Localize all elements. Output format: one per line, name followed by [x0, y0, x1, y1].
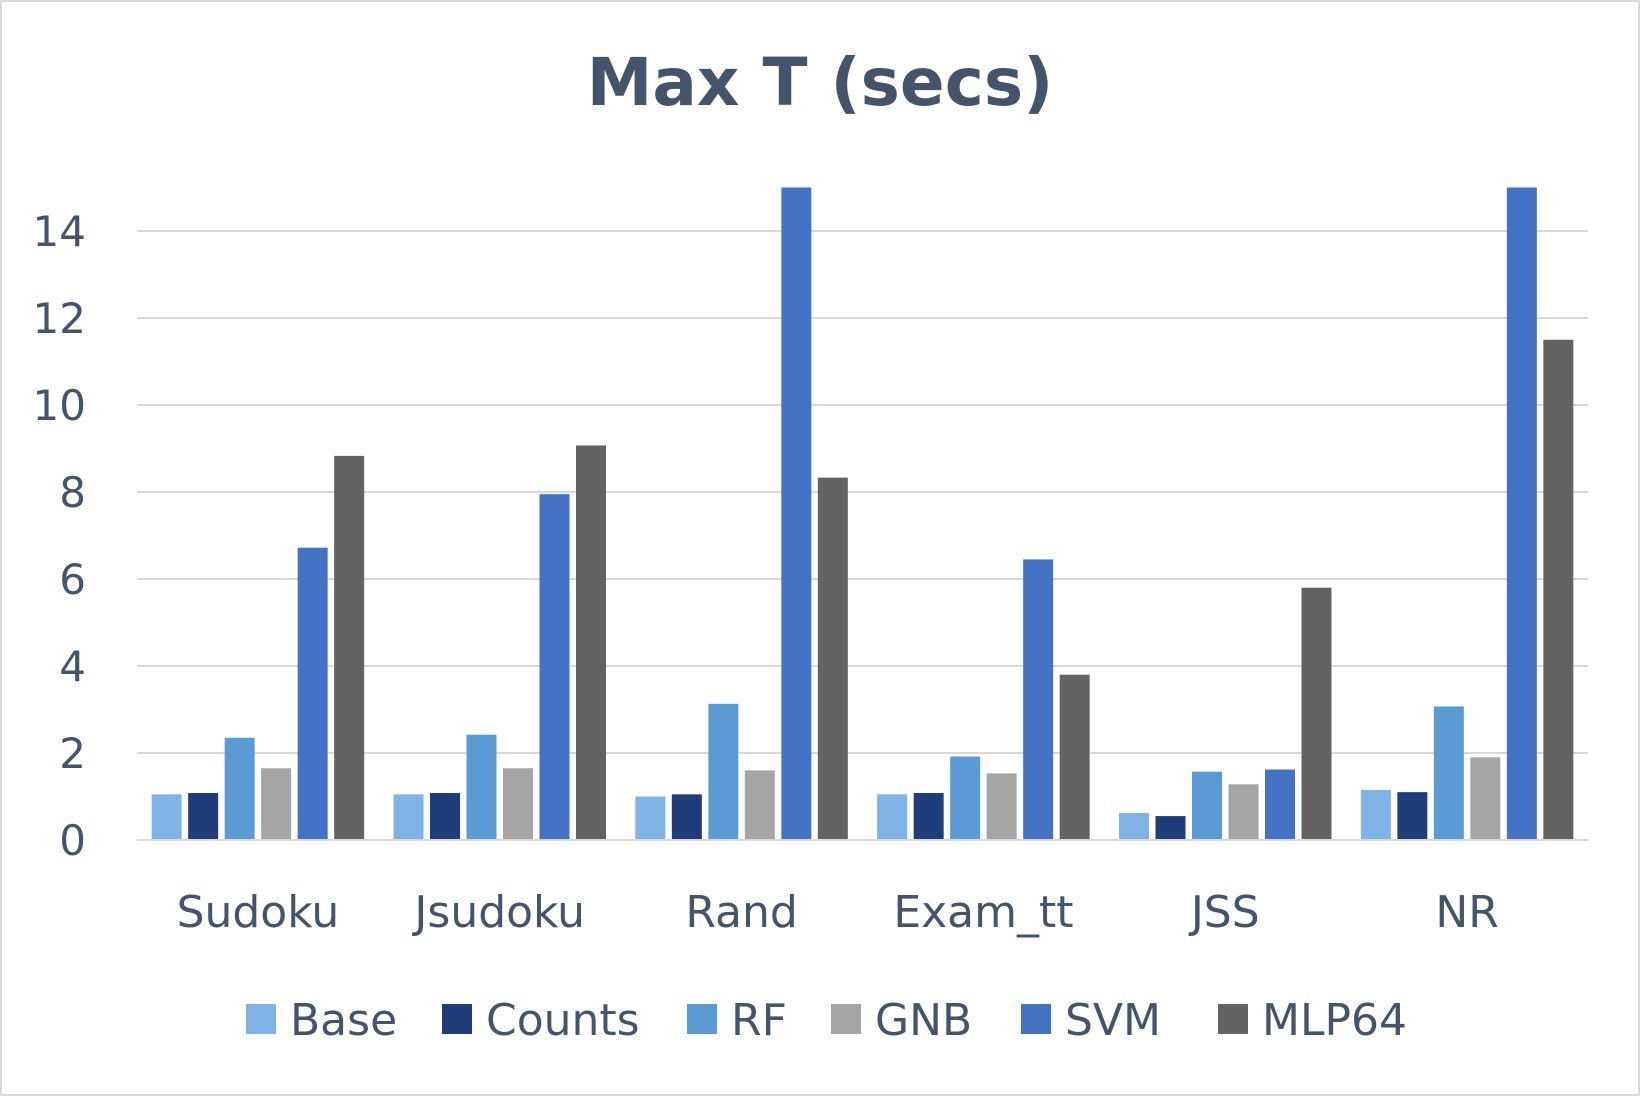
bar-base-jsudoku [393, 794, 424, 840]
bar-gnb-sudoku [261, 768, 292, 840]
y-tick-label: 10 [33, 381, 86, 430]
bar-svm-nr [1506, 187, 1537, 840]
bar-base-exam_tt [877, 794, 908, 840]
bar-counts-sudoku [188, 793, 219, 840]
bar-svm-jsudoku [539, 494, 570, 840]
x-category-label: JSS [1188, 887, 1260, 938]
legend-swatch-gnb [831, 1004, 861, 1034]
bar-rf-sudoku [224, 737, 255, 840]
bar-rf-jsudoku [466, 734, 497, 840]
bar-counts-rand [671, 794, 702, 840]
bar-mlp64-rand [817, 477, 848, 840]
bar-counts-nr [1397, 792, 1428, 840]
legend-label-svm: SVM [1065, 995, 1161, 1046]
bar-base-sudoku [151, 794, 182, 840]
bar-mlp64-sudoku [334, 455, 365, 840]
legend-label-rf: RF [731, 995, 787, 1046]
y-tick-label: 2 [59, 729, 86, 778]
bar-svm-jss [1265, 769, 1295, 840]
legend-label-counts: Counts [486, 995, 640, 1046]
x-category-label: Jsudoku [411, 887, 585, 938]
x-category-label: Sudoku [177, 887, 340, 938]
bar-base-nr [1360, 789, 1391, 840]
bar-gnb-rand [744, 770, 775, 840]
bar-gnb-nr [1470, 757, 1501, 840]
y-tick-label: 8 [59, 468, 86, 517]
legend-label-base: Base [290, 995, 397, 1046]
bar-gnb-jsudoku [503, 768, 533, 840]
bar-mlp64-jsudoku [576, 445, 606, 840]
x-category-label: Exam_tt [893, 887, 1073, 938]
bar-counts-exam_tt [913, 793, 944, 840]
x-axis-categories: Sudoku Jsudoku Rand Exam_tt JSS NR [177, 887, 1499, 938]
y-tick-label: 6 [59, 555, 86, 604]
y-tick-label: 4 [59, 642, 86, 691]
legend-swatch-svm [1021, 1004, 1051, 1034]
bar-mlp64-nr [1543, 339, 1574, 840]
chart-title: Max T (secs) [587, 44, 1054, 121]
bar-svm-sudoku [297, 547, 328, 840]
bar-gnb-jss [1228, 784, 1259, 840]
y-tick-label: 14 [33, 207, 86, 256]
bar-mlp64-exam_tt [1059, 674, 1090, 840]
legend-label-mlp64: MLP64 [1262, 995, 1407, 1046]
y-tick-label: 0 [59, 816, 86, 865]
x-category-label: Rand [685, 887, 797, 938]
y-tick-label: 12 [33, 294, 86, 343]
bars [137, 187, 1588, 841]
legend-swatch-base [246, 1004, 276, 1034]
bar-rf-rand [708, 703, 739, 840]
bar-counts-jss [1155, 816, 1186, 840]
legend-swatch-mlp64 [1218, 1004, 1248, 1034]
legend-swatch-counts [442, 1004, 472, 1034]
bar-base-rand [635, 796, 666, 840]
legend-label-gnb: GNB [875, 995, 972, 1046]
bar-rf-exam_tt [950, 756, 981, 840]
bar-base-jss [1119, 813, 1149, 840]
legend: Base Counts RF GNB SVM MLP64 [246, 995, 1407, 1046]
bar-rf-jss [1192, 771, 1222, 840]
bar-mlp64-jss [1301, 587, 1332, 840]
x-category-label: NR [1435, 887, 1499, 938]
bar-rf-nr [1433, 706, 1464, 840]
bar-svm-rand [781, 187, 812, 840]
legend-swatch-rf [687, 1004, 717, 1034]
y-axis-ticks: 0 2 4 6 8 10 12 14 [33, 207, 86, 865]
bar-counts-jsudoku [430, 793, 460, 840]
bar-gnb-exam_tt [986, 773, 1017, 840]
bar-svm-exam_tt [1023, 559, 1054, 840]
